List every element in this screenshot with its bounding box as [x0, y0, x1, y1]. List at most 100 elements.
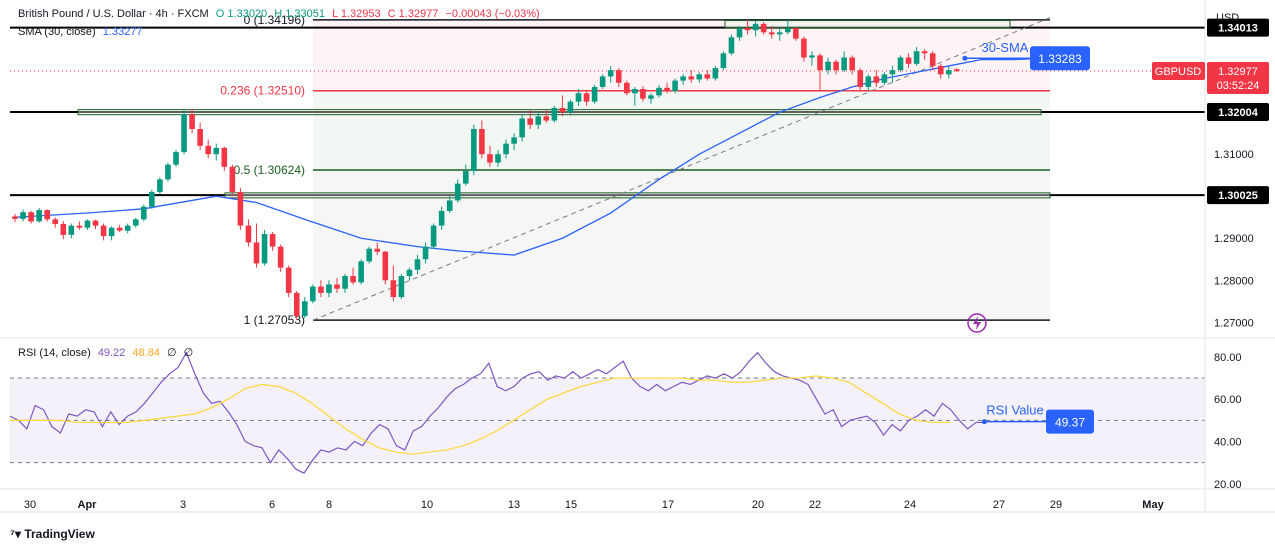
fib-label-f5: 0.5 (1.30624) [234, 163, 305, 177]
candle-body [84, 220, 91, 228]
candle-body [921, 51, 928, 54]
candle-body [36, 210, 42, 222]
fib-label-f236: 0.236 (1.32510) [220, 84, 305, 98]
time-tick-label: 8 [326, 499, 332, 511]
candle-body [511, 137, 517, 144]
sma-value-label: 1.33283 [1038, 52, 1082, 66]
candle-body [422, 246, 429, 260]
candle-body [189, 114, 195, 129]
candle-body [575, 93, 582, 102]
level-tag-label: 1.34013 [1218, 23, 1258, 35]
candle-body [149, 192, 155, 207]
sma-annotation-label: 30-SMA [982, 40, 1029, 55]
candle-body [358, 261, 364, 283]
candle-body [801, 38, 807, 58]
rsi-legend-empty-1: ∅ [167, 347, 177, 359]
candle-body [245, 225, 252, 243]
candle-body [52, 219, 59, 224]
candle-body [108, 227, 115, 237]
candle-body [132, 219, 139, 226]
tradingview-logo[interactable]: ⁷▾ TradingView [10, 527, 95, 541]
flash-icon-bolt [973, 316, 981, 330]
rsi-annotation-dot [981, 419, 987, 425]
rsi-legend-empty-2: ∅ [183, 347, 194, 359]
level-box-1 [77, 109, 1042, 116]
candle-body [28, 212, 34, 222]
candle-body [567, 101, 574, 113]
level-tag-label: 1.30025 [1218, 190, 1258, 202]
candle-body [334, 284, 340, 289]
candle-body [68, 225, 75, 235]
candle-body [640, 89, 646, 99]
sma-legend[interactable]: SMA (30, close) 1.33277 [18, 26, 146, 38]
candle-body [342, 276, 348, 289]
candle-body [221, 147, 228, 167]
rsi-ma-legend-value: 48.84 [132, 347, 160, 359]
tradingview-brand: TradingView [24, 527, 95, 541]
candle-body [20, 212, 26, 219]
rsi-value-label: 49.37 [1055, 416, 1085, 430]
candle-body [607, 70, 614, 77]
candle-body [656, 87, 662, 96]
candle-body [664, 87, 670, 92]
level-tag-bg [1207, 18, 1269, 37]
time-tick-label: 13 [508, 499, 520, 511]
candle-body [648, 95, 654, 99]
rsi-legend[interactable]: RSI (14, close) 49.22 48.84 ∅ ∅ [18, 346, 197, 359]
candle-body [736, 28, 743, 38]
trendline [312, 17, 1051, 321]
candle-body [165, 164, 171, 180]
last-price-label: 1.32977 [1218, 66, 1258, 78]
candle-body [752, 23, 759, 31]
candle-body [929, 53, 936, 66]
time-tick-label: 27 [993, 499, 1005, 511]
fib-zone-236-5 [313, 90, 1050, 170]
symbol-tag-bg [1152, 61, 1205, 80]
candle-body [519, 118, 525, 138]
time-tick-label: 10 [421, 499, 433, 511]
resistance-box [724, 20, 1011, 29]
candle-body [76, 225, 83, 228]
candle-body [471, 128, 477, 171]
time-tick-label: May [1142, 499, 1164, 511]
candle-body [124, 225, 131, 231]
candle-body [318, 286, 324, 293]
candle-body [583, 93, 590, 102]
candle-body [688, 76, 694, 80]
candle-body [712, 68, 719, 79]
candle-body [438, 210, 445, 226]
rsi-tick-label: 40.00 [1214, 436, 1242, 448]
candle-body [881, 74, 888, 83]
chart-header: British Pound / U.S. Dollar · 4h · FXCM … [18, 8, 544, 20]
candle-body [414, 259, 421, 270]
candle-body [905, 57, 912, 64]
last-price-tag-bg [1207, 61, 1269, 94]
flash-icon[interactable] [967, 313, 987, 333]
candle-body [865, 76, 872, 87]
price-tick-label: 1.28000 [1214, 275, 1254, 287]
candle-body [680, 76, 686, 81]
currency-label[interactable]: USD [1216, 12, 1240, 24]
candle-body [390, 280, 397, 298]
candle-body [310, 286, 316, 302]
candle-body [205, 145, 211, 155]
time-tick-label: 29 [1050, 499, 1062, 511]
ohlc-change: −0.00043 (−0.03%) [445, 8, 540, 20]
candle-body [672, 80, 678, 92]
sma-legend-value: 1.33277 [102, 26, 143, 38]
candle-body [760, 23, 767, 33]
symbol-title[interactable]: British Pound / U.S. Dollar · 4h · FXCM [18, 8, 209, 20]
candle-body [632, 89, 638, 94]
candle-body [326, 284, 332, 293]
candle-body [849, 57, 855, 71]
time-tick-label: 15 [565, 499, 577, 511]
candle-body [293, 292, 300, 316]
candle-body [157, 179, 163, 193]
time-tick-label: 17 [662, 499, 674, 511]
time-tick-label: 22 [809, 499, 821, 511]
time-tick-label: 20 [752, 499, 764, 511]
candle-body [277, 246, 284, 268]
rsi-legend-label: RSI (14, close) [18, 347, 91, 359]
candle-body [269, 234, 276, 247]
